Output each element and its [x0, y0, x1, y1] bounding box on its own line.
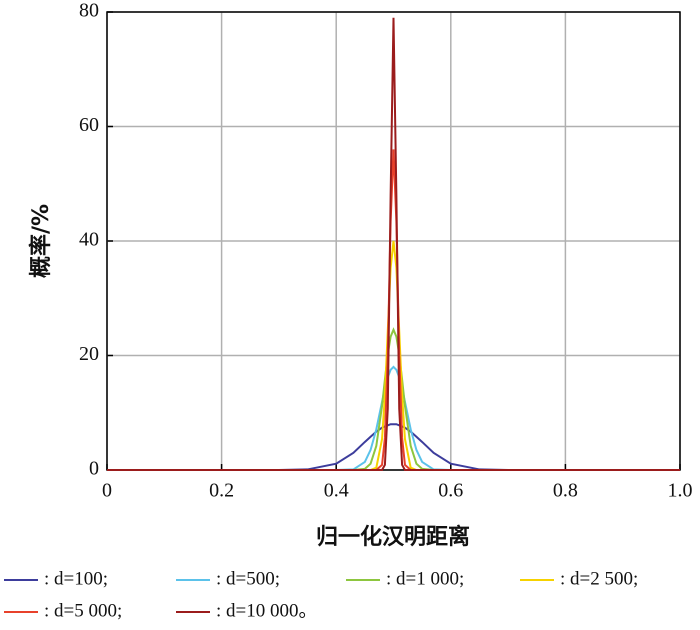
series-line — [107, 327, 680, 471]
series-line — [107, 365, 680, 471]
x-tick-label: 0.8 — [553, 480, 578, 502]
legend-label: : d=100; — [44, 568, 108, 589]
x-tick-label: 1.0 — [668, 480, 693, 502]
y-tick-label: 0 — [89, 458, 99, 480]
legend-label: : d=2 500; — [560, 568, 638, 589]
legend-label: : d=500; — [216, 568, 280, 589]
y-tick-label: 80 — [79, 0, 99, 22]
plot-frame — [106, 11, 681, 471]
series-line — [107, 149, 680, 471]
series-line — [107, 17, 680, 471]
y-tick-label: 60 — [79, 114, 99, 136]
legend-label: : d=5 000; — [44, 600, 122, 621]
y-tick-label: 40 — [79, 229, 99, 251]
y-tick-label: 20 — [79, 343, 99, 365]
x-tick-label: 0 — [102, 480, 112, 502]
x-tick-label: 0.4 — [324, 480, 349, 502]
series-line — [107, 423, 680, 471]
x-tick-label: 0.2 — [209, 480, 234, 502]
x-axis-title: 归一化汉明距离 — [316, 524, 470, 550]
legend-label: : d=10 000。 — [216, 600, 318, 621]
y-axis-title: 概率/% — [28, 204, 54, 278]
x-tick-label: 0.6 — [438, 480, 463, 502]
legend-label: : d=1 000; — [386, 568, 464, 589]
